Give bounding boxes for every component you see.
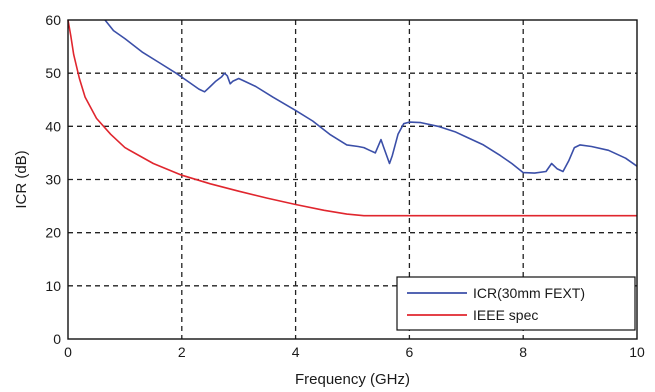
series-layer [67,19,638,217]
x-tick-label: 0 [64,344,72,360]
x-axis-label: Frequency (GHz) [295,371,410,388]
legend: ICR(30mm FEXT) IEEE spec [396,276,636,331]
legend-box [396,276,636,331]
x-tick-label: 4 [292,344,300,360]
x-tick-label: 8 [519,344,527,360]
plot-frame [67,19,638,340]
y-axis-label: ICR (dB) [13,150,30,208]
x-tick-label: 2 [178,344,186,360]
x-tick-label: 10 [629,344,645,360]
series-line [104,19,638,174]
y-tick-label: 40 [45,118,61,134]
y-tick-label: 10 [45,278,61,294]
y-tick-label: 60 [45,12,61,28]
y-tick-label: 0 [53,331,61,347]
legend-entry-label: ICR(30mm FEXT) [473,285,585,301]
y-tick-label: 50 [45,65,61,81]
tick-labels: 0 2 4 6 8 10 0 10 20 30 40 50 60 [45,12,645,360]
x-tick-label: 6 [406,344,414,360]
series-line [67,19,637,217]
legend-entry-label: IEEE spec [473,307,538,323]
y-tick-label: 20 [45,225,61,241]
y-tick-label: 30 [45,172,61,188]
